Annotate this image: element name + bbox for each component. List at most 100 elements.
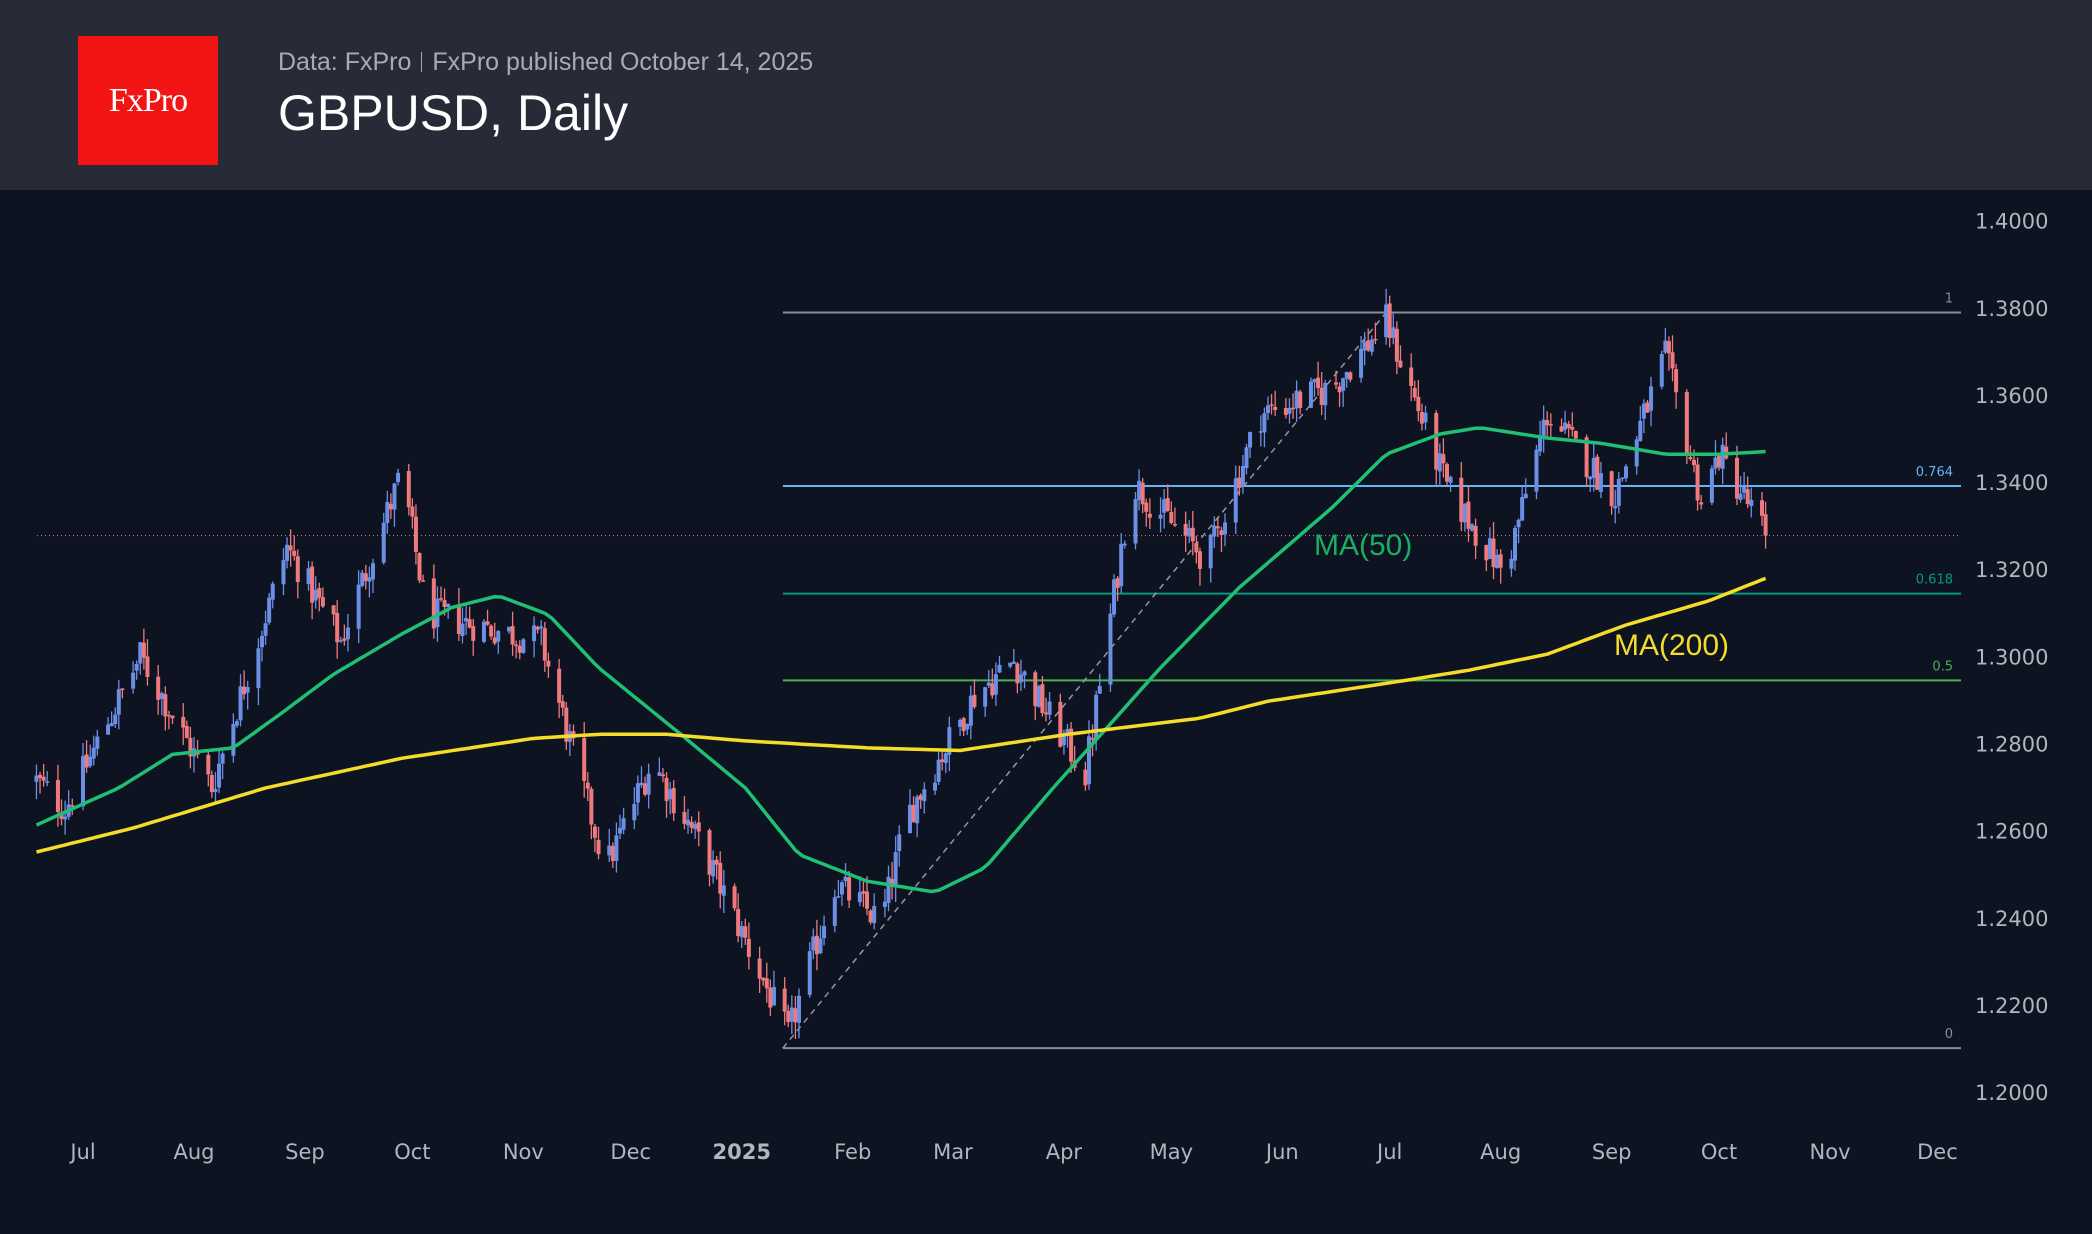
candle-body [95,736,100,749]
candle-body [965,723,970,730]
candle-body [1620,477,1625,480]
candle-body [1147,513,1152,518]
candle-body [1412,387,1417,398]
chart-header: FxPro Data: FxPro FxPro published October… [0,0,2092,190]
candles [34,288,1768,1039]
candle-body [771,986,776,1006]
candle-body [1119,543,1124,587]
x-tick-label: 2025 [712,1140,770,1164]
candle-body [1169,511,1174,523]
candle-body [707,830,712,875]
candle-body [288,545,293,551]
candle-body [1112,579,1117,615]
fxpro-logo: FxPro [78,36,218,165]
candle-body [986,682,991,686]
candle-body [381,522,386,563]
chart-title: GBPUSD, Daily [278,85,629,141]
candle-body [897,834,902,852]
candle-body [267,597,272,623]
candle-body [410,506,415,517]
candle-body [632,803,637,821]
candle-body [1695,464,1700,501]
candle-body [113,714,118,725]
fib-trend-line [782,312,1387,1049]
x-tick-label: Oct [1701,1140,1737,1164]
candle-body [55,779,60,813]
candle-body [1359,348,1364,378]
candle-body [1473,525,1478,546]
candle-body [1699,502,1704,505]
candle-body [610,845,615,861]
candle-body [1520,497,1525,521]
candle-body [242,686,247,695]
candle-body [696,822,701,832]
fib-level-label: 1 [1945,292,1953,307]
candle-body [331,605,336,615]
candle-body [947,727,952,755]
candle-body [1344,371,1349,379]
candle-body [664,777,669,801]
candle-body [306,568,311,585]
candle-body [614,835,619,862]
candle-body [1419,411,1424,424]
y-tick-label: 1.3200 [1975,558,2048,582]
candle-body [882,901,887,907]
candle-body [839,882,844,895]
candle-body [188,738,193,757]
candle-body [1369,339,1374,352]
candle-body [521,639,526,653]
candle-body [922,789,927,802]
candle-body [317,588,322,598]
x-tick-label: Oct [394,1140,430,1164]
x-tick-label: Dec [610,1140,651,1164]
candle-body [861,891,866,894]
candle-body [507,626,512,632]
candle-body [711,860,716,877]
candle-body [639,782,644,786]
candle-body [1373,338,1378,341]
logo-text: FxPro [108,81,188,119]
candle-body [1738,493,1743,500]
candle-body [1248,432,1253,448]
candle-body [1749,499,1754,507]
candle-body [857,892,862,903]
candle-body [621,818,626,830]
candle-body [209,774,214,793]
candle-body [460,623,465,636]
candle-body [793,1008,798,1023]
candle-body [1366,340,1371,351]
candle-body [618,827,622,834]
candle-body [1659,353,1664,387]
candle-body [1298,391,1303,408]
candle-body [1140,482,1145,505]
candle-body [757,958,762,979]
chart-subtitle: Data: FxPro FxPro published October 14, 2… [278,48,813,77]
candle-body [1391,327,1396,338]
candle-body [843,876,848,882]
x-tick-label: Aug [173,1140,214,1164]
candle-body [159,693,164,699]
candle-body [1086,736,1091,785]
candle-body [1638,420,1643,441]
candle-body [485,621,490,625]
candle-body [263,623,268,636]
y-tick-label: 1.3800 [1975,297,2048,321]
candle-body [993,674,998,695]
candle-body [1616,479,1621,506]
candle-body [1462,503,1467,523]
x-tick-label: Jul [1375,1140,1402,1164]
candle-body [1516,519,1521,528]
x-axis: Jul Aug Sep Oct Nov Dec 2025 Feb Mar Apr May Jun Jul… [68,1140,1957,1164]
candle-body [1308,381,1313,408]
candle-body [1666,341,1671,354]
candle-body [370,563,375,580]
candle-body [958,719,963,727]
candle-body [335,612,340,643]
candle-body [915,796,920,824]
candle-body [643,783,648,795]
candle-body [163,694,168,717]
candle-body [1033,672,1038,707]
candle-body [320,597,325,607]
x-tick-label: Sep [1592,1140,1632,1164]
